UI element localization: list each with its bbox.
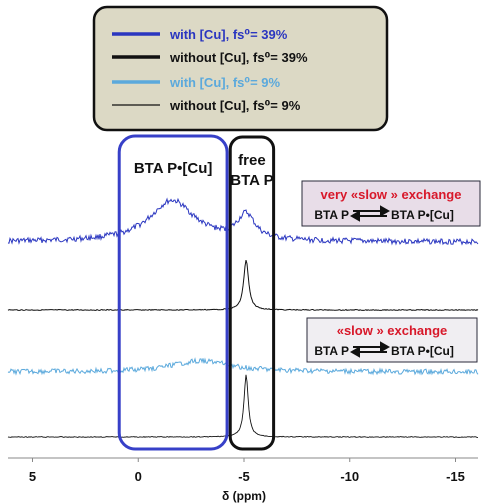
region-label-free: BTA P [230,172,273,189]
equation-left: BTA P [314,344,349,358]
x-tick-label: 0 [135,469,142,484]
equilibrium-arrows-icon [349,341,391,358]
legend-background [92,5,389,132]
legend-label: without [Cu], fs⁰= 9% [169,98,301,113]
equation-right: BTA P•[Cu] [391,344,454,358]
spectrum-line [7,259,479,312]
legend-label: with [Cu], fs⁰= 9% [169,75,281,90]
x-axis-label: δ (ppm) [222,489,266,503]
region-label-bound: BTA P•[Cu] [134,160,213,177]
spectrum-line [7,374,478,438]
x-tick-label: -5 [238,469,250,484]
region-label-free: free [238,152,266,169]
annotation-slow: «slow » exchange BTA P BTA P•[Cu] [306,317,478,363]
x-tick-label: -10 [340,469,359,484]
legend: with [Cu], fs⁰= 39% without [Cu], fs⁰= 39… [92,5,389,132]
equation-right: BTA P•[Cu] [391,208,454,222]
spectrum-line [7,357,479,376]
legend-label: without [Cu], fs⁰= 39% [169,50,308,65]
spectra-group [7,197,479,438]
annotation-very-slow: very «slow » exchange BTA P BTA P•[Cu] [301,180,481,227]
legend-label: with [Cu], fs⁰= 39% [169,27,288,42]
equation-left: BTA P [314,208,349,222]
x-tick-label: -15 [446,469,465,484]
region-box-free [228,135,276,451]
x-axis: 5 0 -5 -10 -15 δ (ppm) [8,457,478,503]
spectrum-line [7,197,479,246]
annotation-title: very «slow » exchange [321,187,462,202]
regions-group: BTA P•[Cu] free BTA P [117,134,276,451]
region-box-bound [117,134,229,451]
annotation-title: «slow » exchange [337,323,448,338]
x-tick-label: 5 [29,469,36,484]
equilibrium-arrows-icon [349,205,391,222]
